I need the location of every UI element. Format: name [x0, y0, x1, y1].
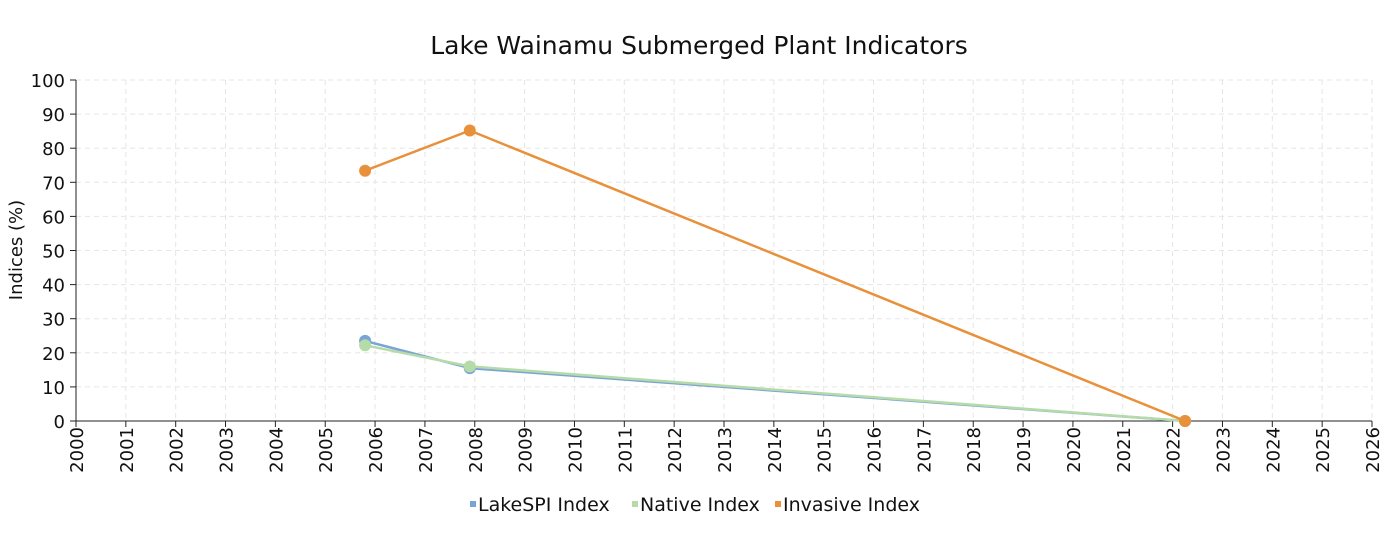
- x-tick-label: 2009: [516, 427, 537, 473]
- y-tick-label: 0: [54, 412, 65, 433]
- y-tick-label: 10: [42, 378, 65, 399]
- legend-label: LakeSPI Index: [478, 494, 610, 516]
- y-tick-labels: 0 10 20 30 40 50 60 70 80 90 100: [31, 71, 76, 433]
- legend-item: Native Index: [632, 494, 760, 516]
- series-2: [359, 124, 1192, 427]
- y-tick-label: 40: [42, 276, 65, 297]
- x-tick-label: 2014: [765, 427, 786, 473]
- chart-title: Lake Wainamu Submerged Plant Indicators: [430, 31, 968, 60]
- legend-label: Invasive Index: [783, 494, 920, 516]
- data-point: [1179, 415, 1192, 427]
- y-tick-label: 50: [42, 242, 65, 263]
- x-tick-label: 2004: [266, 427, 287, 473]
- x-tick-label: 2000: [67, 427, 88, 473]
- data-point: [463, 360, 476, 373]
- legend-item: Invasive Index: [775, 494, 920, 516]
- x-tick-label: 2010: [565, 427, 586, 473]
- x-tick-label: 2020: [1064, 427, 1085, 473]
- y-tick-label: 60: [42, 207, 65, 228]
- x-tick-label: 2012: [665, 427, 686, 473]
- x-tick-label: 2013: [715, 427, 736, 473]
- x-tick-label: 2022: [1164, 427, 1185, 473]
- series-line: [364, 344, 1186, 423]
- x-tick-label: 2026: [1363, 427, 1384, 473]
- data-point: [359, 164, 372, 177]
- y-tick-label: 90: [42, 105, 65, 126]
- y-tick-label: 80: [42, 139, 65, 160]
- gridlines: [76, 79, 1373, 421]
- y-tick-label: 100: [31, 71, 65, 92]
- legend-swatch: [632, 501, 638, 507]
- x-tick-label: 2008: [466, 427, 487, 473]
- x-tick-label: 2023: [1213, 427, 1234, 473]
- y-tick-label: 20: [42, 344, 65, 365]
- x-tick-label: 2001: [117, 427, 138, 473]
- series-line: [364, 129, 1186, 423]
- series-line: [364, 339, 1186, 423]
- x-tick-label: 2007: [416, 427, 437, 473]
- data-point: [359, 339, 372, 352]
- series-layer: [359, 124, 1192, 427]
- legend-item: LakeSPI Index: [470, 494, 610, 516]
- data-point: [463, 124, 476, 137]
- legend: LakeSPI Index Native Index Invasive Index: [470, 494, 920, 516]
- legend-label: Native Index: [640, 494, 760, 516]
- x-tick-label: 2006: [366, 427, 387, 473]
- x-tick-label: 2015: [815, 427, 836, 473]
- x-tick-label: 2021: [1114, 427, 1135, 473]
- x-tick-label: 2025: [1313, 427, 1334, 473]
- x-tick-labels: 2000 2001 2002 2003 2004 2005 2006 2007 2008 2009…: [67, 421, 1384, 473]
- x-tick-label: 2002: [167, 427, 188, 473]
- x-tick-label: 2018: [964, 427, 985, 473]
- y-tick-label: 30: [42, 310, 65, 331]
- x-tick-label: 2003: [217, 427, 238, 473]
- legend-swatch: [470, 501, 476, 507]
- x-tick-label: 2024: [1263, 427, 1284, 473]
- x-tick-label: 2005: [316, 427, 337, 473]
- y-tick-label: 70: [42, 173, 65, 194]
- x-tick-label: 2017: [914, 427, 935, 473]
- x-tick-label: 2011: [615, 427, 636, 473]
- legend-swatch: [775, 501, 781, 507]
- y-axis-label: Indices (%): [6, 200, 27, 300]
- x-tick-label: 2019: [1014, 427, 1035, 473]
- x-tick-label: 2016: [865, 427, 886, 473]
